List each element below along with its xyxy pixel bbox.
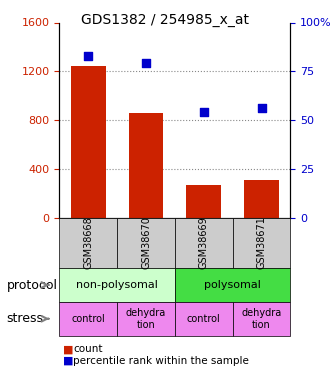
Text: count: count [73,345,103,354]
Text: non-polysomal: non-polysomal [76,280,158,290]
Point [201,109,207,115]
Bar [244,180,279,218]
Text: ■: ■ [63,356,73,366]
Text: protocol: protocol [7,279,58,291]
Text: ■: ■ [63,345,73,354]
Text: dehydra
tion: dehydra tion [242,308,281,330]
Text: GSM38668: GSM38668 [83,216,93,269]
Text: control: control [187,314,221,324]
Bar [129,112,163,218]
Point [143,60,148,66]
Text: control: control [71,314,105,324]
Bar [186,184,221,218]
Bar [71,66,106,218]
Text: GDS1382 / 254985_x_at: GDS1382 / 254985_x_at [81,13,249,27]
Text: dehydra
tion: dehydra tion [126,308,166,330]
Text: percentile rank within the sample: percentile rank within the sample [73,356,249,366]
Text: stress: stress [7,312,44,325]
Text: polysomal: polysomal [204,280,261,290]
Text: GSM38669: GSM38669 [199,216,209,269]
Point [259,105,264,111]
Text: GSM38670: GSM38670 [141,216,151,269]
Text: GSM38671: GSM38671 [256,216,267,269]
Point [85,53,91,58]
